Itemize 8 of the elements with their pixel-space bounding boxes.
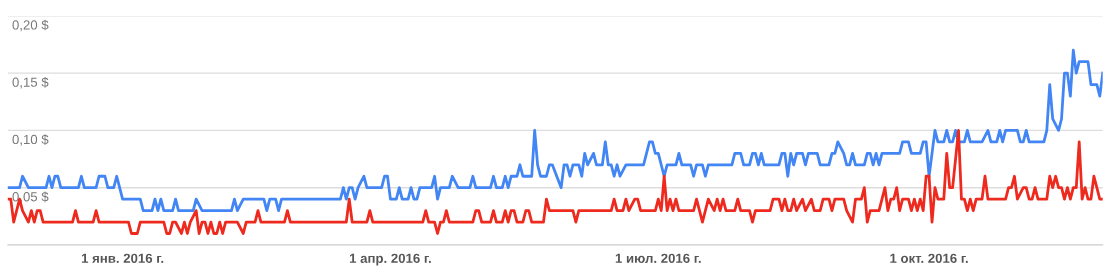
- x-tick-label: 1 июл. 2016 г.: [615, 253, 701, 263]
- x-tick-label: 1 апр. 2016 г.: [349, 253, 431, 266]
- y-tick-label: 0,15 $: [12, 76, 49, 89]
- x-tick-label: 1 янв. 2016 г.: [81, 253, 164, 263]
- y-tick-label: 0,10 $: [12, 134, 49, 146]
- y-tick-label: 0,05 $: [12, 191, 49, 203]
- x-tick-label: 1 окт. 2016 г.: [890, 253, 968, 263]
- y-tick-label: 0,20 $: [12, 19, 49, 32]
